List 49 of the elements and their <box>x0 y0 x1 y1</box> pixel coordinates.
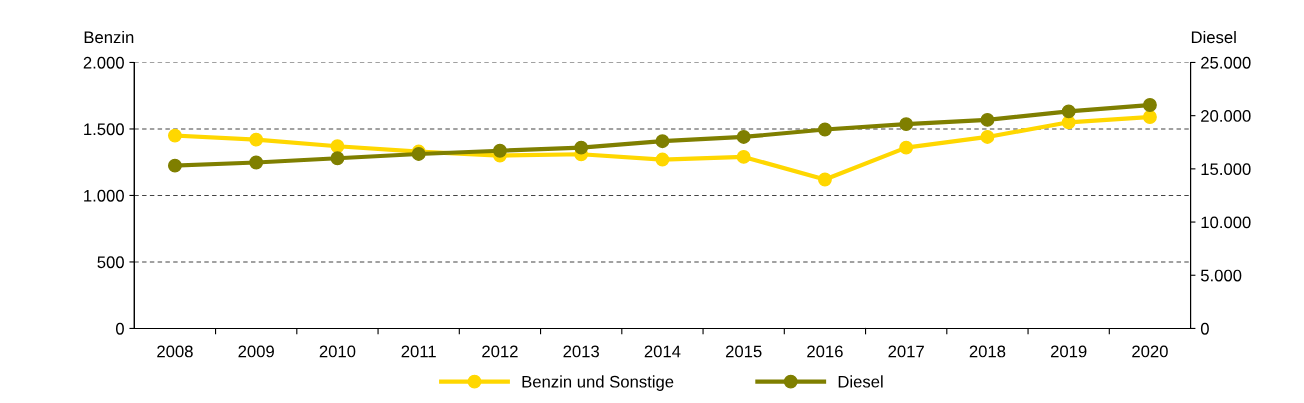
point <box>1142 98 1157 112</box>
y-axis-title: Benzin <box>84 30 134 44</box>
point <box>167 128 182 143</box>
point <box>817 122 832 137</box>
x-tick-label: 2018 <box>969 345 1006 358</box>
x-tick-label: 2016 <box>807 345 843 358</box>
point <box>899 140 914 155</box>
point <box>736 149 751 164</box>
point <box>655 152 670 167</box>
point <box>574 140 589 155</box>
x-tick-label: 2014 <box>644 345 681 358</box>
point <box>736 129 751 144</box>
x-tick-label: 2019 <box>1050 345 1087 358</box>
x-tick-label: 2009 <box>238 345 274 358</box>
x-tick-label: 2012 <box>482 345 518 358</box>
x-tick-label: 2010 <box>319 345 356 358</box>
legend-label: Diesel <box>838 375 883 388</box>
point <box>655 134 670 149</box>
point <box>330 139 345 154</box>
y-tick-label: 0 <box>115 322 124 335</box>
point <box>980 129 995 144</box>
x-tick-label: 2013 <box>563 345 599 358</box>
point <box>899 117 914 132</box>
x-tick-label: 2015 <box>725 345 762 358</box>
point <box>249 132 264 147</box>
y-tick-label: 1.000 <box>84 189 124 202</box>
x-tick-label: 2020 <box>1132 345 1168 358</box>
point <box>249 155 264 170</box>
x-tick-label: 2011 <box>401 345 436 358</box>
y2-axis-title: Diesel <box>1191 30 1236 44</box>
y2-tick-label: 25.000 <box>1201 56 1251 69</box>
point <box>492 143 507 158</box>
y2-tick-label: 20.000 <box>1201 110 1251 122</box>
point <box>330 151 345 166</box>
point <box>167 158 182 173</box>
point <box>1142 110 1157 124</box>
y2-tick-label: 5.000 <box>1200 269 1242 282</box>
point <box>817 172 832 187</box>
y-tick-label: 1.500 <box>84 123 124 136</box>
legend-label: Benzin und Sonstige <box>522 375 674 391</box>
x-tick-label: 2008 <box>157 345 193 358</box>
point <box>980 112 995 127</box>
y2-tick-label: 0 <box>1200 322 1209 335</box>
y2-tick-label: 10.000 <box>1201 216 1251 229</box>
point <box>1061 104 1076 119</box>
x-tick-label: 2017 <box>888 345 924 358</box>
y-tick-label: 500 <box>97 256 124 269</box>
y-tick-label: 2.000 <box>83 56 124 69</box>
y2-tick-label: 15.000 <box>1201 163 1251 176</box>
